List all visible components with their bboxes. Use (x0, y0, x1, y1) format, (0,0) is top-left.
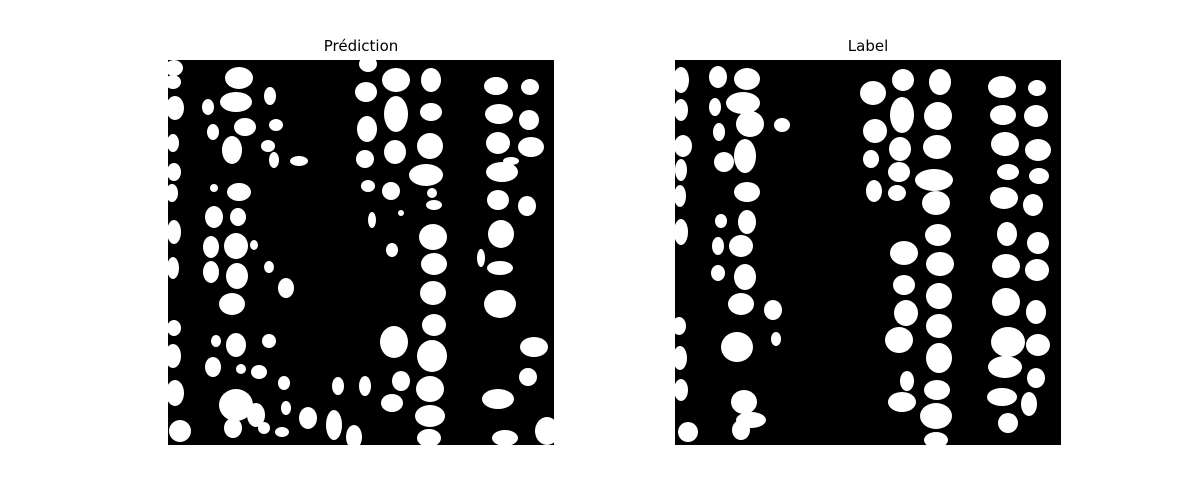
label-mask-image (675, 60, 1061, 445)
label-title: Label (847, 37, 889, 55)
prediction-mask-image (168, 60, 554, 445)
prediction-blobs (168, 60, 554, 445)
prediction-title: Prédiction (323, 37, 399, 55)
label-blobs (675, 66, 1051, 445)
